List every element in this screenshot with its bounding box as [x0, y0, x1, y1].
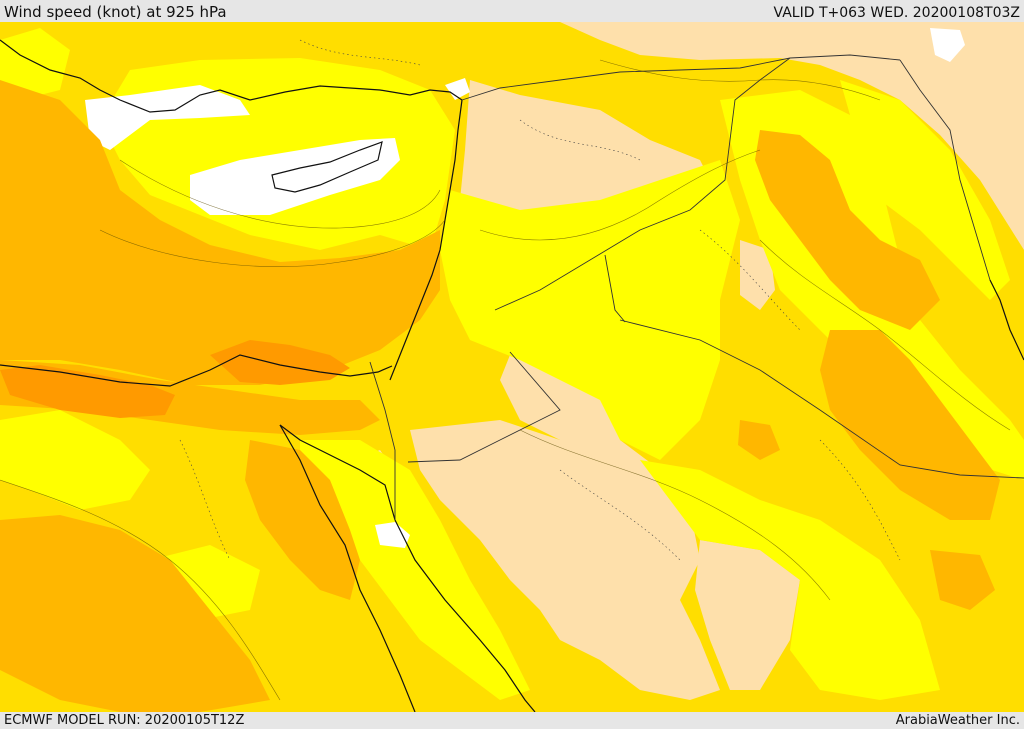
- wind-zone-strong-iraq: [755, 130, 940, 330]
- coastline-red-sea-west: [279, 424, 416, 712]
- header-bar: Wind speed (knot) at 925 hPa VALID T+063…: [0, 0, 1024, 22]
- border-iraq-saudi: [619, 319, 1024, 479]
- wind-zone-calm-iskenderun: [445, 78, 470, 100]
- wind-zone-strong-hejaz: [738, 420, 780, 460]
- wind-zone-light-arabia: [410, 420, 720, 700]
- map-panel[interactable]: [0, 22, 1024, 712]
- wind-zone-light-iraq: [740, 240, 775, 310]
- wind-zone-calm-antalya: [85, 85, 250, 150]
- border-turkey-syria: [461, 54, 901, 101]
- contour-5: [519, 429, 831, 601]
- admin-boundary-1: [519, 119, 641, 161]
- admin-boundary-6: [299, 39, 421, 66]
- wind-speed-map[interactable]: [0, 22, 1024, 712]
- coastline-egypt-north: [0, 354, 393, 387]
- contour-2: [119, 159, 441, 229]
- border-jordan-iraq: [604, 254, 626, 323]
- wind-zone-moderate-central: [440, 160, 740, 460]
- contour-1: [99, 219, 446, 268]
- wind-zone-moderate-east: [840, 80, 1010, 300]
- coastline-cyprus: [271, 141, 383, 193]
- wind-zone-moderate-najd: [640, 460, 940, 700]
- admin-boundary-5: [699, 229, 801, 331]
- border-egypt-israel: [369, 361, 396, 520]
- country-borders: [369, 54, 1024, 520]
- admin-boundary-2: [559, 469, 681, 561]
- contour-7: [599, 59, 881, 101]
- wind-zone-very-strong-delta: [0, 365, 175, 418]
- admin-boundary-4: [179, 439, 231, 561]
- model-run: ECMWF MODEL RUN: 20200105T12Z: [4, 713, 245, 728]
- border-iraq-iran: [899, 59, 991, 281]
- wind-zone-calm-aqaba: [375, 522, 410, 548]
- contour-4: [759, 239, 1011, 431]
- contour-3: [479, 149, 761, 241]
- wind-zone-strong-med: [0, 80, 440, 385]
- credit: ArabiaWeather Inc.: [895, 713, 1020, 728]
- valid-time: VALID T+063 WED. 20200108T03Z: [773, 5, 1020, 21]
- coastline-levant: [389, 99, 463, 381]
- coastline-red-sea-east: [394, 519, 536, 712]
- wind-zone-very-strong-sinai: [210, 340, 350, 385]
- admin-boundaries: [179, 39, 901, 561]
- admin-boundary-3: [819, 439, 901, 561]
- wind-zone-light-turkey: [60, 22, 1024, 250]
- contour-6: [0, 479, 281, 701]
- footer-bar: ECMWF MODEL RUN: 20200105T12Z ArabiaWeat…: [0, 712, 1024, 729]
- wind-zone-moderate-aegean: [0, 28, 70, 100]
- wind-zone-moderate-egypt-west: [0, 410, 150, 510]
- wind-zone-light-hejaz: [695, 540, 800, 690]
- wind-zone-calm-lake-van: [930, 28, 965, 62]
- wind-zone-strong-arabia-east: [930, 550, 995, 610]
- coastline-persian-gulf: [989, 279, 1024, 361]
- wind-zone-strong-gulf: [820, 330, 1000, 520]
- border-syria-iraq: [494, 57, 791, 311]
- wind-zone-calm-cyprus: [190, 138, 400, 215]
- wind-zone-strong-nile: [245, 440, 360, 600]
- map-title: Wind speed (knot) at 925 hPa: [4, 3, 227, 21]
- wind-contours: [0, 59, 1011, 701]
- coastline-turkey: [0, 39, 463, 113]
- wind-zone-moderate-red-sea: [300, 440, 530, 700]
- coastlines: [0, 39, 1024, 712]
- coastline-sinai: [279, 424, 396, 521]
- wind-zone-strong-egypt-south: [0, 515, 270, 712]
